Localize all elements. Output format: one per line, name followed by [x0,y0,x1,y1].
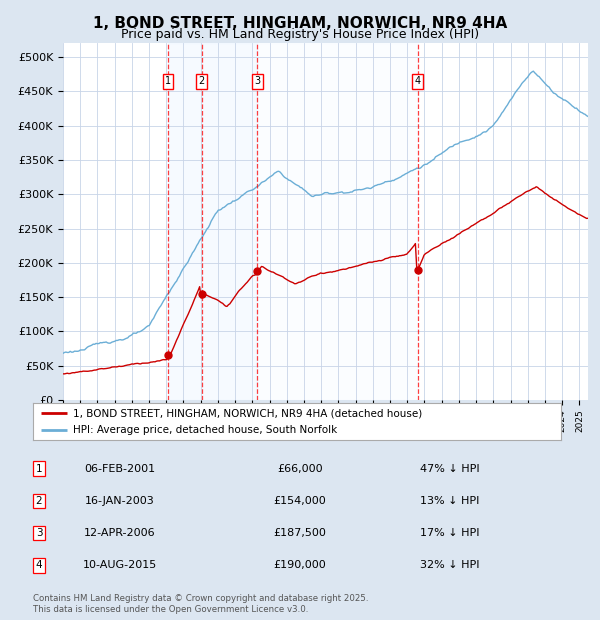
Text: Price paid vs. HM Land Registry's House Price Index (HPI): Price paid vs. HM Land Registry's House … [121,28,479,41]
Text: Contains HM Land Registry data © Crown copyright and database right 2025.
This d: Contains HM Land Registry data © Crown c… [33,595,368,614]
Text: 10-AUG-2015: 10-AUG-2015 [83,560,157,570]
Text: 47% ↓ HPI: 47% ↓ HPI [420,464,480,474]
Text: HPI: Average price, detached house, South Norfolk: HPI: Average price, detached house, Sout… [73,425,337,435]
Text: 3: 3 [35,528,43,538]
Bar [168,43,257,400]
Text: 1, BOND STREET, HINGHAM, NORWICH, NR9 4HA: 1, BOND STREET, HINGHAM, NORWICH, NR9 4H… [93,16,507,30]
Text: £66,000: £66,000 [277,464,323,474]
Text: 1: 1 [35,464,43,474]
Text: £154,000: £154,000 [274,496,326,506]
Bar [257,43,418,400]
Text: £187,500: £187,500 [274,528,326,538]
Text: 2: 2 [35,496,43,506]
Text: 17% ↓ HPI: 17% ↓ HPI [420,528,480,538]
Text: £190,000: £190,000 [274,560,326,570]
Text: 2: 2 [199,76,205,86]
Text: 32% ↓ HPI: 32% ↓ HPI [420,560,480,570]
Text: 3: 3 [254,76,260,86]
Text: 16-JAN-2003: 16-JAN-2003 [85,496,155,506]
Text: 13% ↓ HPI: 13% ↓ HPI [421,496,479,506]
Text: 12-APR-2006: 12-APR-2006 [84,528,156,538]
Text: 1, BOND STREET, HINGHAM, NORWICH, NR9 4HA (detached house): 1, BOND STREET, HINGHAM, NORWICH, NR9 4H… [73,408,422,418]
Text: 1: 1 [165,76,171,86]
Text: 4: 4 [415,76,421,86]
Text: 06-FEB-2001: 06-FEB-2001 [85,464,155,474]
Text: 4: 4 [35,560,43,570]
